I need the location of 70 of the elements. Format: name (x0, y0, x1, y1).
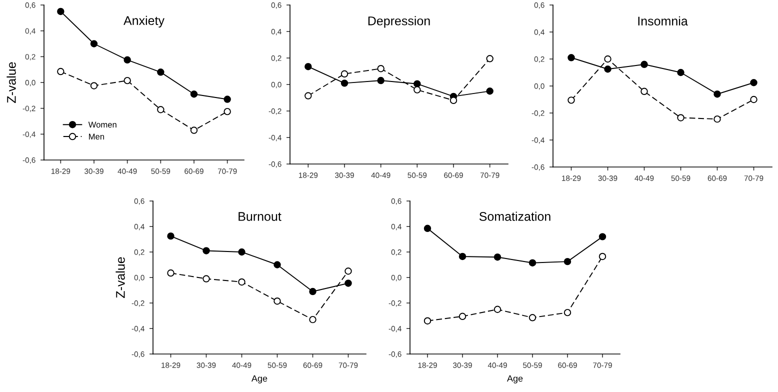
point (238, 278, 246, 286)
point (486, 55, 494, 62)
point (604, 66, 612, 73)
point (202, 275, 210, 282)
point (309, 316, 316, 324)
point (494, 253, 502, 261)
point (750, 96, 758, 104)
point (677, 68, 684, 76)
point (157, 68, 164, 76)
point (568, 54, 575, 62)
point (344, 268, 352, 275)
point (450, 96, 458, 104)
point (344, 280, 352, 287)
point (274, 261, 281, 268)
point (340, 70, 348, 78)
point (564, 258, 572, 266)
point (568, 96, 575, 104)
point (124, 76, 131, 84)
point (494, 306, 502, 313)
point (309, 288, 316, 296)
point (424, 317, 432, 324)
y-axis-title: Z-value (116, 257, 125, 298)
text: Insomnia (638, 16, 688, 26)
text: Anxiety (124, 16, 164, 28)
point (750, 79, 758, 86)
point (604, 55, 612, 63)
point (124, 56, 131, 64)
point (486, 88, 494, 95)
x-axis-title: Age (506, 375, 523, 384)
point (190, 90, 198, 98)
x-axis-title: Age (251, 375, 268, 384)
text: Somatization (479, 212, 550, 221)
point (414, 80, 421, 88)
point (57, 8, 64, 16)
point (274, 297, 281, 305)
point (528, 314, 536, 322)
point (224, 96, 231, 103)
point (528, 259, 536, 266)
point (167, 269, 174, 277)
text: Burnout (238, 212, 282, 221)
point (238, 248, 246, 256)
point (340, 80, 348, 87)
point (90, 82, 98, 90)
point (167, 232, 174, 240)
point (377, 76, 384, 84)
point (224, 108, 231, 116)
point (57, 68, 64, 76)
point (714, 90, 721, 98)
point (598, 252, 606, 260)
point (458, 312, 466, 320)
point (414, 86, 421, 94)
point (564, 308, 572, 316)
point (90, 40, 98, 48)
text: Depression (368, 16, 430, 28)
point (377, 64, 384, 72)
point (157, 106, 164, 114)
legend-label: Women (88, 122, 116, 128)
point (202, 247, 210, 254)
point (190, 126, 198, 134)
point (304, 63, 312, 70)
point (714, 115, 721, 123)
point (304, 92, 312, 100)
point (677, 114, 684, 122)
point (640, 88, 648, 96)
point (598, 233, 606, 240)
point (640, 60, 648, 68)
point (424, 224, 432, 232)
legend-label: Men (89, 134, 104, 140)
y-axis-title: Z-value (6, 62, 16, 103)
point (458, 252, 466, 260)
